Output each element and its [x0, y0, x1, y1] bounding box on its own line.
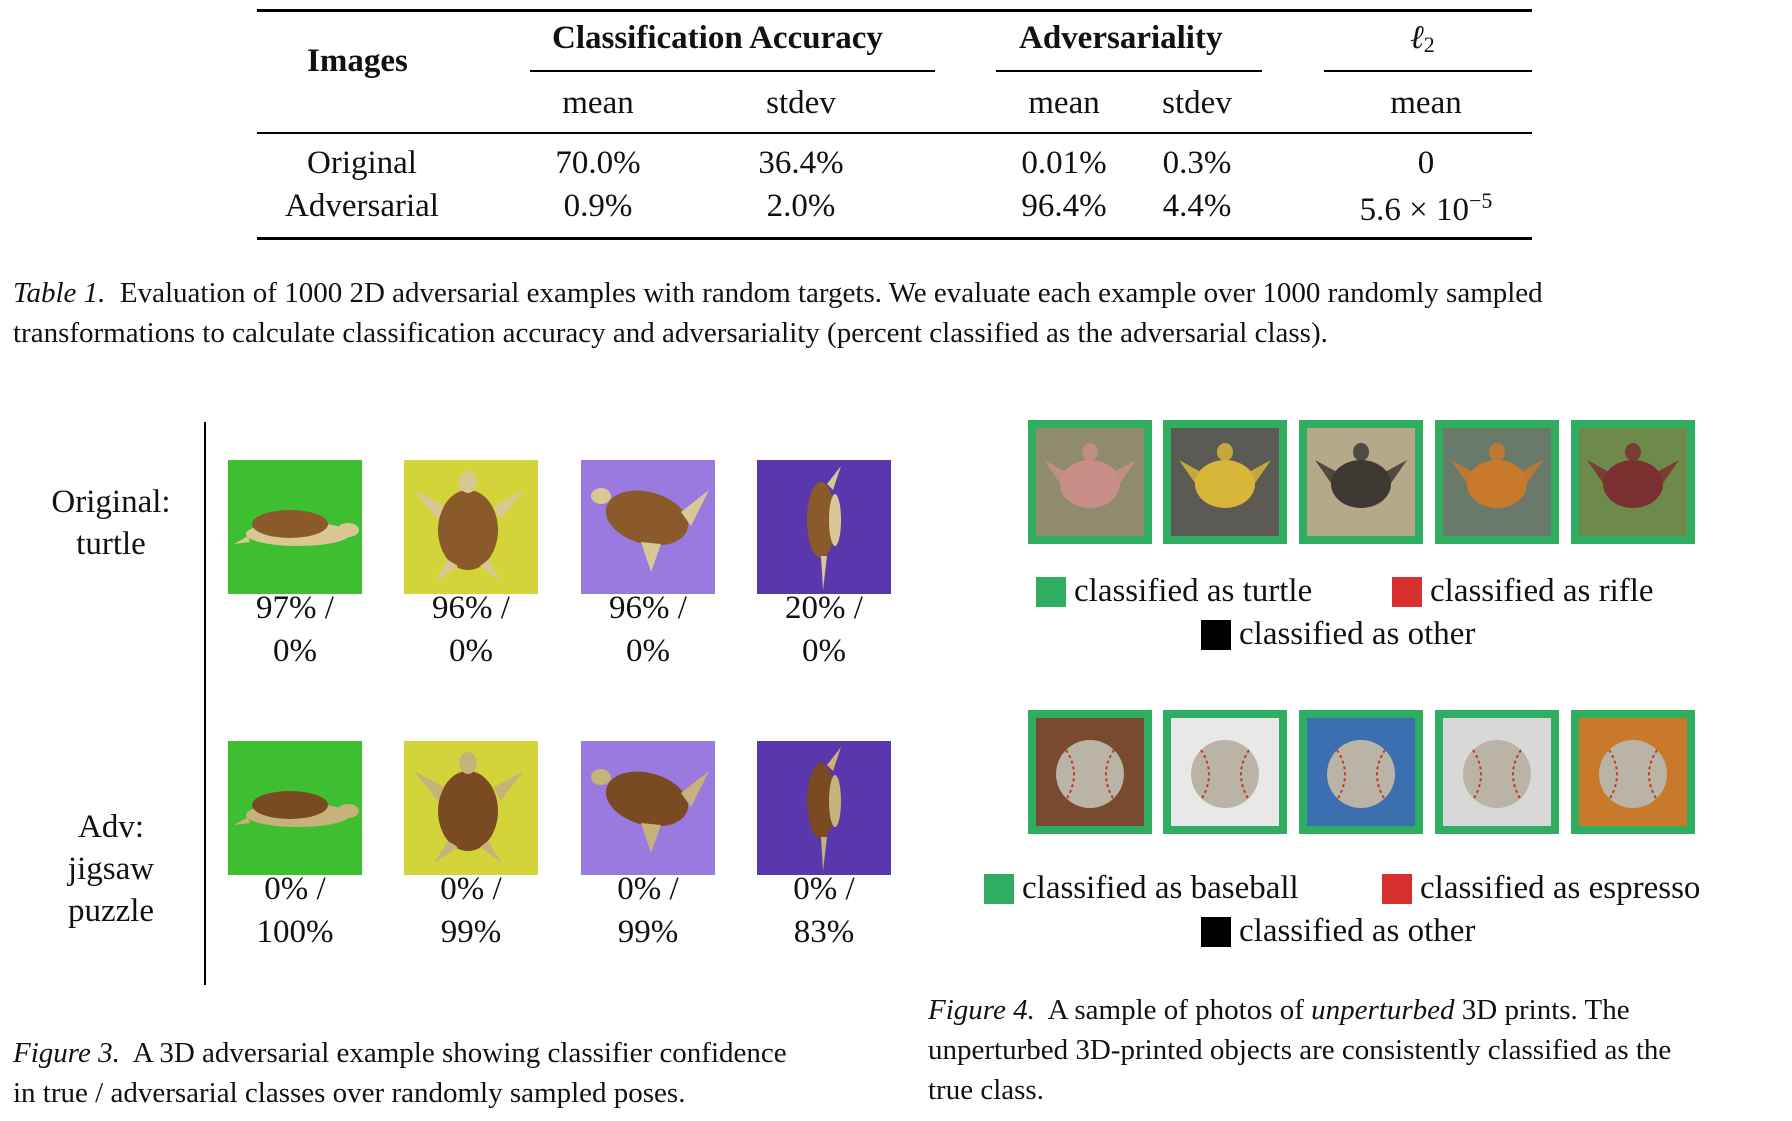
acc-mean-value: 0.9%: [563, 188, 633, 224]
caption-label: Figure 3.: [13, 1037, 120, 1069]
baseball-icon: [1443, 718, 1551, 826]
confidence-label: 0% /99%: [440, 871, 502, 950]
row-label-original: Original: turtle: [51, 484, 171, 562]
legend-other: classified as other: [1201, 915, 1475, 948]
row-label: Adversarial: [285, 188, 439, 224]
caption-label: Table 1.: [13, 277, 106, 309]
subheader-adv-stdev: stdev: [1162, 85, 1232, 121]
header-l2: ℓ2: [1410, 20, 1435, 57]
legend-rifle: classified as rifle: [1392, 575, 1654, 608]
black-swatch: [1201, 619, 1231, 650]
adv-mean-value: 96.4%: [1021, 188, 1107, 224]
turtle-photo: [1028, 420, 1152, 544]
turtle-pose-image: [228, 741, 362, 875]
turtle-pose-image: [581, 741, 715, 875]
turtle-icon: [1307, 428, 1415, 536]
acc-stdev-value: 36.4%: [758, 145, 844, 181]
row-label: Original: [307, 145, 417, 181]
confidence-label: 20% /0%: [785, 590, 863, 669]
legend-turtle: classified as turtle: [1036, 575, 1312, 608]
subheader-l2-mean: mean: [1390, 85, 1462, 121]
red-swatch: [1392, 576, 1422, 607]
turtle-icon: [1171, 428, 1279, 536]
turtle-pose-image: [757, 741, 891, 875]
l2-mean-value: 0: [1417, 145, 1435, 181]
baseball-icon: [1579, 718, 1687, 826]
legend-baseball: classified as baseball: [984, 872, 1299, 905]
figure-4-caption-line2: unperturbed 3D-printed objects are consi…: [928, 1034, 1672, 1066]
baseball-photo: [1571, 710, 1695, 834]
turtle-icon: [1036, 428, 1144, 536]
baseball-photo: [1163, 710, 1287, 834]
subheader-adv-mean: mean: [1028, 85, 1100, 121]
turtle-pose-image: [228, 460, 362, 594]
turtle-photo: [1435, 420, 1559, 544]
table-1-caption: Table 1. Evaluation of 1000 2D adversari…: [13, 277, 1543, 309]
legend-other: classified as other: [1201, 618, 1475, 651]
turtle-pose-image: [581, 460, 715, 594]
baseball-photo: [1028, 710, 1152, 834]
acc-mean-value: 70.0%: [555, 145, 641, 181]
table-top-rule: [257, 9, 1532, 12]
header-adversariality: Adversariality: [1019, 20, 1223, 56]
turtle-icon: [807, 747, 841, 871]
figure-3-divider: [204, 422, 206, 985]
baseball-icon: [1036, 718, 1144, 826]
turtle-pose-image: [404, 460, 538, 594]
header-images: Images: [307, 43, 408, 79]
turtle-icon: [1443, 428, 1551, 536]
header-classification-accuracy: Classification Accuracy: [552, 20, 883, 56]
baseball-photo: [1299, 710, 1423, 834]
figure-4-caption: Figure 4. A sample of photos of unpertur…: [928, 994, 1630, 1026]
table-bottom-rule: [257, 237, 1532, 240]
caption-label: Figure 4.: [928, 994, 1035, 1026]
turtle-photo: [1163, 420, 1287, 544]
row-label-adversarial: Adv: jigsaw puzzle: [67, 809, 155, 929]
turtle-icon: [414, 471, 524, 582]
adv-stdev-value: 4.4%: [1162, 188, 1232, 224]
turtle-icon: [234, 791, 359, 827]
figure-3-caption-line2: in true / adversarial classes over rando…: [13, 1077, 686, 1109]
legend-espresso: classified as espresso: [1382, 872, 1700, 905]
turtle-photo: [1571, 420, 1695, 544]
figure-3-caption: Figure 3. A 3D adversarial example showi…: [13, 1037, 787, 1069]
confidence-label: 96% /0%: [432, 590, 510, 669]
turtle-pose-image: [404, 741, 538, 875]
table-mid-rule: [257, 132, 1532, 134]
green-swatch: [1036, 576, 1066, 607]
subheader-acc-stdev: stdev: [766, 85, 836, 121]
rule-classification-accuracy: [530, 70, 935, 72]
turtle-icon: [591, 488, 709, 572]
confidence-label: 97% /0%: [256, 590, 334, 669]
confidence-label: 96% /0%: [609, 590, 687, 669]
turtle-pose-image: [757, 460, 891, 594]
baseball-icon: [1307, 718, 1415, 826]
l2-mean-value: 5.6 × 10−5: [1359, 188, 1493, 228]
baseball-photo: [1435, 710, 1559, 834]
rule-l2: [1324, 70, 1532, 72]
turtle-icon: [807, 466, 841, 590]
turtle-icon: [414, 752, 524, 863]
turtle-icon: [234, 510, 359, 546]
adv-stdev-value: 0.3%: [1162, 145, 1232, 181]
baseball-icon: [1171, 718, 1279, 826]
adv-mean-value: 0.01%: [1021, 145, 1107, 181]
rule-adversariality: [996, 70, 1262, 72]
confidence-label: 0% /99%: [617, 871, 679, 950]
figure-4-caption-line3: true class.: [928, 1074, 1044, 1106]
confidence-label: 0% /83%: [793, 871, 855, 950]
turtle-photo: [1299, 420, 1423, 544]
table-1-caption-line2: transformations to calculate classificat…: [13, 317, 1328, 349]
confidence-label: 0% /100%: [256, 871, 334, 950]
red-swatch: [1382, 873, 1412, 904]
subheader-acc-mean: mean: [562, 85, 634, 121]
black-swatch: [1201, 916, 1231, 947]
turtle-icon: [1579, 428, 1687, 536]
turtle-icon: [591, 769, 709, 853]
green-swatch: [984, 873, 1014, 904]
acc-stdev-value: 2.0%: [766, 188, 836, 224]
